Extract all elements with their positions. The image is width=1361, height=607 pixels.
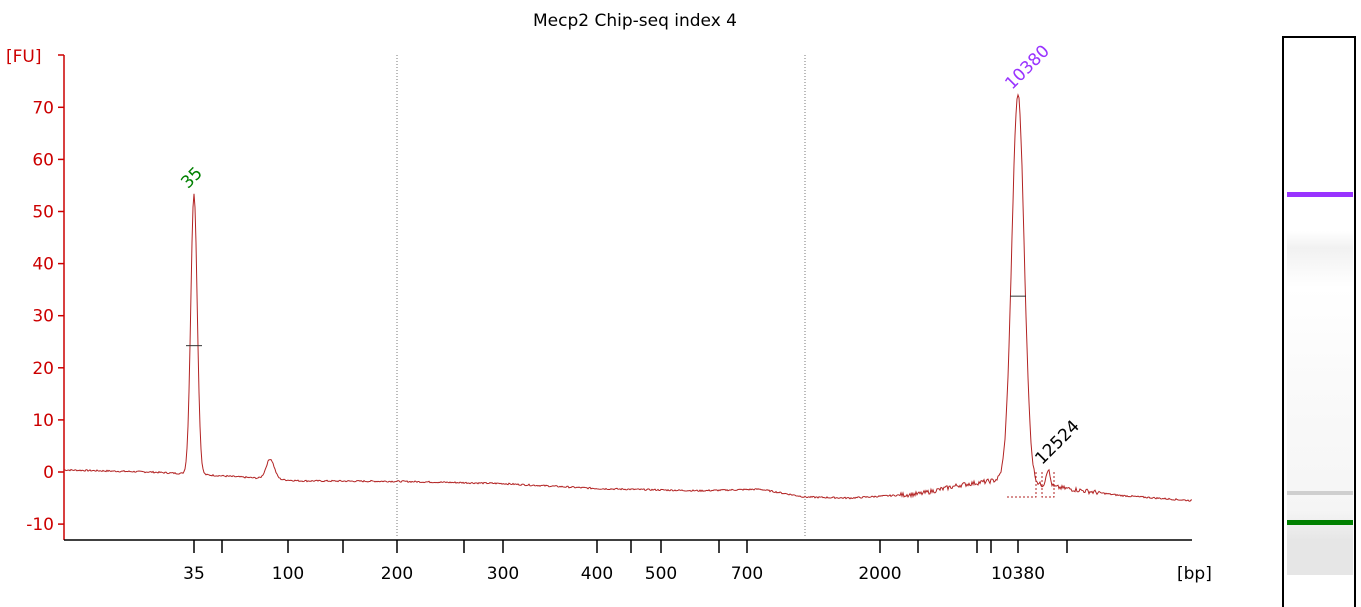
y-tick-label: 40 bbox=[32, 255, 54, 275]
x-tick-label: 100 bbox=[272, 564, 304, 584]
y-tick-label: 60 bbox=[32, 150, 54, 170]
y-tick-label: 10 bbox=[32, 411, 54, 431]
peak-region bbox=[1007, 472, 1037, 498]
x-tick-label: 400 bbox=[581, 564, 613, 584]
y-tick-label: 20 bbox=[32, 359, 54, 379]
y-axis-unit-label: [FU] bbox=[6, 47, 42, 67]
x-tick-label: 10380 bbox=[991, 564, 1045, 584]
gel-lane-background bbox=[1287, 145, 1353, 575]
x-axis-unit-label: [bp] bbox=[1177, 564, 1212, 584]
gel-lane bbox=[1282, 36, 1356, 607]
x-tick-label: 200 bbox=[381, 564, 413, 584]
y-tick-label: 30 bbox=[32, 307, 54, 327]
y-tick-label: 0 bbox=[43, 463, 54, 483]
y-axis-ticks: -10 0 10 20 30 40 50 60 70 bbox=[26, 54, 64, 535]
x-tick-label: 35 bbox=[183, 564, 205, 584]
peak-label: 12524 bbox=[1031, 417, 1083, 469]
peak-labels: 35 10380 12524 bbox=[177, 41, 1083, 469]
trace-layer bbox=[63, 93, 1193, 502]
x-tick-label: 300 bbox=[487, 564, 519, 584]
y-tick-label: -10 bbox=[26, 515, 54, 535]
peak-label: 10380 bbox=[1001, 41, 1053, 93]
y-tick-label: 50 bbox=[32, 203, 54, 223]
trace-line bbox=[63, 93, 1193, 502]
y-tick-label: 70 bbox=[32, 98, 54, 118]
axes bbox=[63, 55, 1192, 541]
peak-region bbox=[1041, 472, 1055, 498]
x-tick-label: 500 bbox=[645, 564, 677, 584]
peak-label: 35 bbox=[177, 163, 206, 192]
grid-lines bbox=[396, 55, 806, 538]
gel-band-lower-marker bbox=[1287, 520, 1353, 525]
x-tick-label: 700 bbox=[731, 564, 763, 584]
gel-band-upper-marker bbox=[1287, 192, 1353, 197]
gel-faint-band bbox=[1287, 491, 1353, 495]
x-tick-label: 2000 bbox=[858, 564, 901, 584]
x-axis-ticks: 35 100 200 300 400 500 700 2000 10380 bbox=[183, 540, 1068, 584]
chart-title: Mecp2 Chip-seq index 4 bbox=[533, 11, 737, 31]
